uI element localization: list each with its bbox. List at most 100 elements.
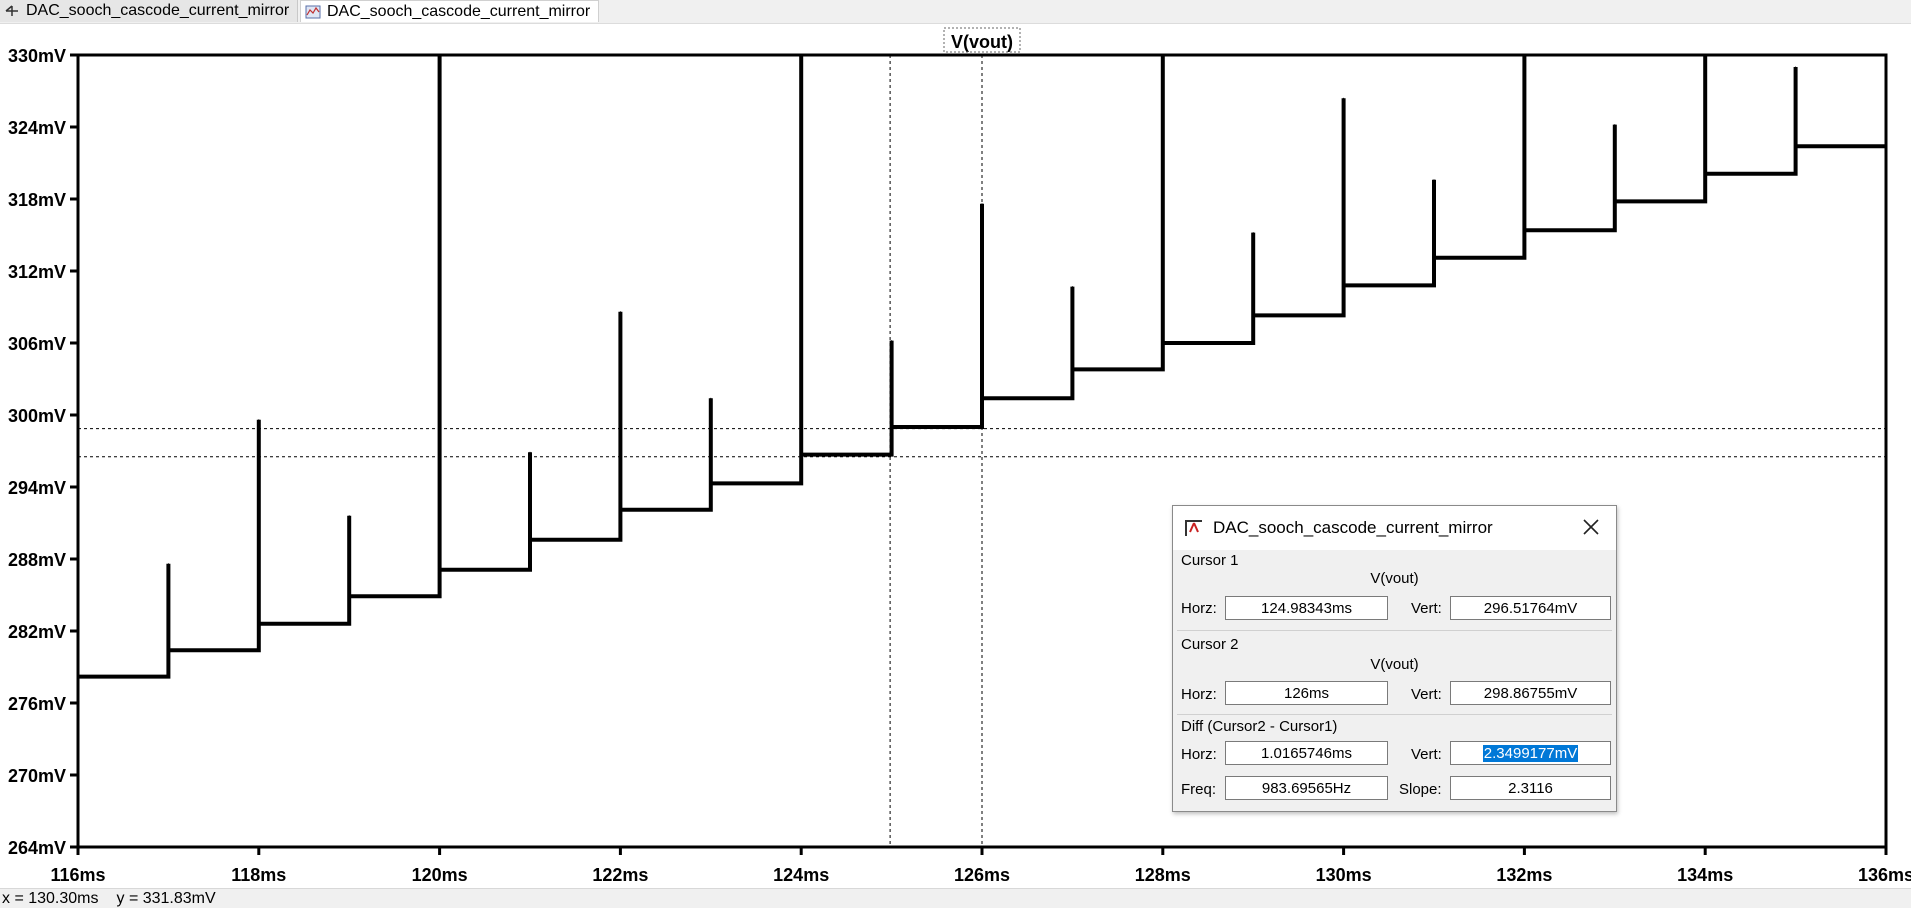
data-point bbox=[167, 563, 169, 565]
cursor1-horz-field[interactable]: 124.98343ms bbox=[1225, 596, 1388, 620]
status-bar: x = 130.30ms y = 331.83mV bbox=[0, 888, 1911, 908]
data-point bbox=[1162, 368, 1164, 370]
tab-label: DAC_sooch_cascode_current_mirror bbox=[26, 2, 290, 19]
cursor-dialog[interactable]: DAC_sooch_cascode_current_mirror Cursor … bbox=[1172, 505, 1617, 812]
data-point bbox=[1343, 97, 1345, 99]
field-value-selected: 2.3499177mV bbox=[1482, 744, 1579, 762]
data-point bbox=[439, 54, 441, 56]
x-tick-label: 130ms bbox=[1316, 865, 1372, 885]
close-icon[interactable] bbox=[1580, 516, 1602, 538]
data-point bbox=[800, 54, 802, 56]
data-point bbox=[1071, 397, 1073, 399]
schematic-icon bbox=[4, 3, 20, 19]
data-point bbox=[1885, 145, 1887, 147]
field-value: 298.86755mV bbox=[1483, 684, 1578, 702]
x-tick-label: 116ms bbox=[50, 865, 105, 885]
trace-title-focus-box bbox=[943, 27, 1021, 53]
data-point bbox=[619, 509, 621, 511]
x-tick-label: 136ms bbox=[1858, 865, 1911, 885]
data-point bbox=[1614, 124, 1616, 126]
data-point bbox=[1614, 200, 1616, 202]
data-point bbox=[1433, 284, 1435, 286]
data-point bbox=[348, 515, 350, 517]
data-point bbox=[1795, 145, 1797, 147]
trace-title: V(vout) bbox=[951, 32, 1013, 52]
waveform-icon bbox=[305, 4, 321, 20]
ltspice-logo-icon bbox=[1183, 517, 1205, 539]
data-point bbox=[1252, 342, 1254, 344]
data-point bbox=[1071, 368, 1073, 370]
data-point bbox=[891, 426, 893, 428]
data-point bbox=[1343, 314, 1345, 316]
data-point bbox=[1704, 200, 1706, 202]
data-point bbox=[1162, 336, 1164, 338]
x-tick-label: 128ms bbox=[1135, 865, 1191, 885]
data-point bbox=[529, 539, 531, 541]
data-point bbox=[439, 566, 441, 568]
y-tick-label: 282mV bbox=[8, 622, 66, 642]
vert-label: Vert: bbox=[1411, 686, 1442, 703]
data-point bbox=[348, 595, 350, 597]
group-title: Cursor 2 bbox=[1181, 636, 1239, 653]
cursor2-horz-field[interactable]: 126ms bbox=[1225, 681, 1388, 705]
dialog-titlebar[interactable]: DAC_sooch_cascode_current_mirror bbox=[1173, 506, 1616, 550]
data-point bbox=[1433, 257, 1435, 259]
y-tick-label: 330mV bbox=[8, 46, 66, 66]
status-x-readout: x = 130.30ms bbox=[2, 889, 99, 907]
x-tick-label: 126ms bbox=[954, 865, 1010, 885]
freq-label: Freq: bbox=[1181, 781, 1217, 798]
tab-waveform[interactable]: DAC_sooch_cascode_current_mirror bbox=[300, 0, 599, 22]
waveform-plot[interactable]: 330mV 324mV 318mV 312mV 306mV 300mV 294mV 288mV… bbox=[0, 23, 1911, 887]
field-value: 2.3116 bbox=[1508, 779, 1553, 797]
data-point bbox=[891, 340, 893, 342]
data-point bbox=[167, 676, 169, 678]
x-tick-label: 132ms bbox=[1496, 865, 1552, 885]
tab-schematic[interactable]: DAC_sooch_cascode_current_mirror bbox=[0, 0, 298, 22]
horz-label: Horz: bbox=[1181, 686, 1217, 703]
horz-label: Horz: bbox=[1181, 600, 1217, 617]
cursor1-vert-field[interactable]: 296.51764mV bbox=[1450, 596, 1611, 620]
x-tick-label: 124ms bbox=[773, 865, 829, 885]
diff-group: Diff (Cursor2 - Cursor1) bbox=[1179, 718, 1610, 738]
data-point bbox=[1795, 173, 1797, 175]
field-value: 296.51764mV bbox=[1483, 599, 1578, 617]
data-point bbox=[1795, 66, 1797, 68]
y-tick-label: 288mV bbox=[8, 550, 66, 570]
cursor2-vert-field[interactable]: 298.86755mV bbox=[1450, 681, 1611, 705]
x-tick-label: 134ms bbox=[1677, 865, 1733, 885]
horz-label: Horz: bbox=[1181, 746, 1217, 763]
data-point bbox=[529, 569, 531, 571]
x-tick-label: 120ms bbox=[412, 865, 468, 885]
data-point bbox=[1071, 286, 1073, 288]
data-point bbox=[77, 676, 79, 678]
diff-horz-field[interactable]: 1.0165746ms bbox=[1225, 741, 1388, 765]
data-point bbox=[619, 539, 621, 541]
data-point bbox=[258, 419, 260, 421]
x-tick-label: 122ms bbox=[592, 865, 648, 885]
group-title: Cursor 1 bbox=[1181, 552, 1239, 569]
data-point bbox=[619, 311, 621, 313]
x-tick-label: 118ms bbox=[231, 865, 286, 885]
y-tick-label: 324mV bbox=[8, 118, 66, 138]
data-point bbox=[1162, 54, 1164, 56]
data-point bbox=[710, 509, 712, 511]
diff-vert-field[interactable]: 2.3499177mV bbox=[1450, 741, 1611, 765]
y-tick-label: 294mV bbox=[8, 478, 66, 498]
diff-freq-field[interactable]: 983.69565Hz bbox=[1225, 776, 1388, 800]
data-point bbox=[1343, 284, 1345, 286]
y-tick-label: 318mV bbox=[8, 190, 66, 210]
data-point bbox=[439, 595, 441, 597]
data-point bbox=[258, 649, 260, 651]
cursor2-group: Cursor 2 V(vout) bbox=[1179, 636, 1610, 696]
data-point bbox=[1433, 179, 1435, 181]
data-point bbox=[710, 397, 712, 399]
status-y-readout: y = 331.83mV bbox=[116, 889, 216, 907]
group-title: Diff (Cursor2 - Cursor1) bbox=[1181, 718, 1338, 735]
y-tick-label: 312mV bbox=[8, 262, 66, 282]
data-point bbox=[1252, 232, 1254, 234]
trace-name: V(vout) bbox=[1370, 570, 1419, 587]
trace-name: V(vout) bbox=[1370, 656, 1419, 673]
data-point bbox=[981, 426, 983, 428]
dialog-title: DAC_sooch_cascode_current_mirror bbox=[1213, 518, 1493, 537]
diff-slope-field[interactable]: 2.3116 bbox=[1450, 776, 1611, 800]
